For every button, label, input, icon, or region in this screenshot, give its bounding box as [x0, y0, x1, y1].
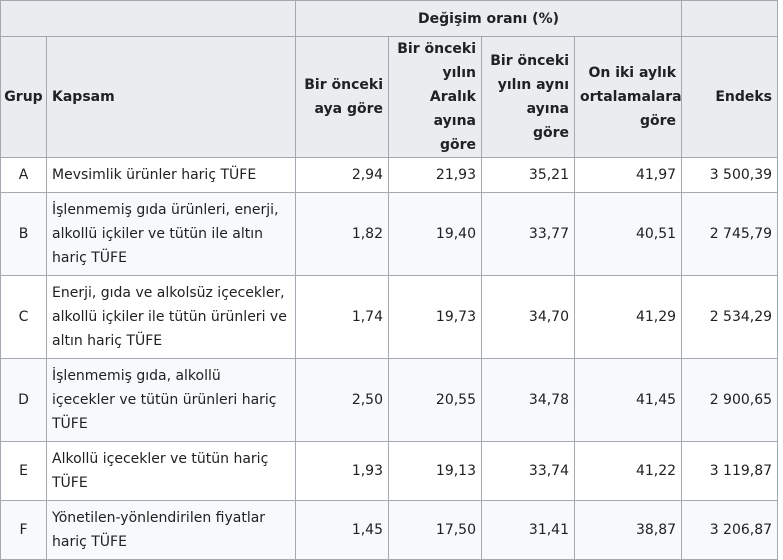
cell-aylik: 1,45	[295, 500, 389, 560]
cell-yillik: 34,70	[481, 275, 575, 359]
cell-endeks: 2 534,29	[681, 275, 779, 359]
cell-yillik: 31,41	[481, 500, 575, 560]
table-row: E Alkollü içecekler ve tütün hariç TÜFE …	[0, 441, 779, 501]
cell-endeks: 3 119,87	[681, 441, 779, 501]
cell-aylik: 1,74	[295, 275, 389, 359]
cell-kapsam: Enerji, gıda ve alkolsüz içecekler, alko…	[46, 275, 296, 359]
table-row: F Yönetilen-yönlendirilen fiyatlar hariç…	[0, 500, 779, 560]
cell-yillik: 33,74	[481, 441, 575, 501]
column-header-endeks: Endeks	[681, 36, 779, 158]
cell-kapsam: Yönetilen-yönlendirilen fiyatlar hariç T…	[46, 500, 296, 560]
cell-kapsam: İşlenmemiş gıda, alkollü içecekler ve tü…	[46, 358, 296, 442]
cell-yillik: 35,21	[481, 157, 575, 193]
cell-kapsam: Mevsimlik ürünler hariç TÜFE	[46, 157, 296, 193]
cell-ortalama: 41,29	[573, 275, 683, 359]
cell-ortalama: 38,87	[573, 500, 683, 560]
column-header-ortalama: On iki aylık ortalamalara göre	[573, 36, 683, 158]
table-row: C Enerji, gıda ve alkolsüz içecekler, al…	[0, 275, 779, 359]
cell-aralik: 20,55	[388, 358, 482, 442]
cell-grup: B	[0, 192, 47, 276]
column-header-kapsam: Kapsam	[46, 36, 296, 158]
table-row: D İşlenmemiş gıda, alkollü içecekler ve …	[0, 358, 779, 442]
cell-endeks: 2 900,65	[681, 358, 779, 442]
table-row: A Mevsimlik ürünler hariç TÜFE 2,94 21,9…	[0, 157, 779, 193]
header-empty-cell	[0, 0, 296, 37]
cell-ortalama: 41,22	[573, 441, 683, 501]
cell-aylik: 1,82	[295, 192, 389, 276]
cell-grup: A	[0, 157, 47, 193]
cell-aylik: 2,94	[295, 157, 389, 193]
column-header-aylik: Bir önceki aya göre	[295, 36, 389, 158]
table-row: B İşlenmemiş gıda ürünleri, enerji, alko…	[0, 192, 779, 276]
column-header-grup: Grup	[0, 36, 47, 158]
column-header-yillik: Bir önceki yılın aynı ayına göre	[481, 36, 575, 158]
cell-endeks: 3 500,39	[681, 157, 779, 193]
cell-ortalama: 40,51	[573, 192, 683, 276]
cell-kapsam: Alkollü içecekler ve tütün hariç TÜFE	[46, 441, 296, 501]
cell-ortalama: 41,97	[573, 157, 683, 193]
cell-grup: C	[0, 275, 47, 359]
header-empty-cell	[681, 0, 779, 37]
cell-grup: F	[0, 500, 47, 560]
cell-aralik: 21,93	[388, 157, 482, 193]
cell-aralik: 19,40	[388, 192, 482, 276]
cell-aralik: 17,50	[388, 500, 482, 560]
cell-grup: D	[0, 358, 47, 442]
cell-yillik: 34,78	[481, 358, 575, 442]
cell-aylik: 2,50	[295, 358, 389, 442]
cell-endeks: 3 206,87	[681, 500, 779, 560]
header-group-row: Değişim oranı (%)	[0, 0, 779, 37]
cell-grup: E	[0, 441, 47, 501]
header-change-rate: Değişim oranı (%)	[294, 0, 683, 37]
cell-aylik: 1,93	[295, 441, 389, 501]
cell-kapsam: İşlenmemiş gıda ürünleri, enerji, alkoll…	[46, 192, 296, 276]
cell-aralik: 19,73	[388, 275, 482, 359]
column-header-aralik: Bir önceki yılın Aralık ayına göre	[388, 36, 482, 158]
cell-ortalama: 41,45	[573, 358, 683, 442]
cell-yillik: 33,77	[481, 192, 575, 276]
cell-aralik: 19,13	[388, 441, 482, 501]
cell-endeks: 2 745,79	[681, 192, 779, 276]
header-columns-row: Grup Kapsam Bir önceki aya göre Bir önce…	[0, 36, 779, 158]
